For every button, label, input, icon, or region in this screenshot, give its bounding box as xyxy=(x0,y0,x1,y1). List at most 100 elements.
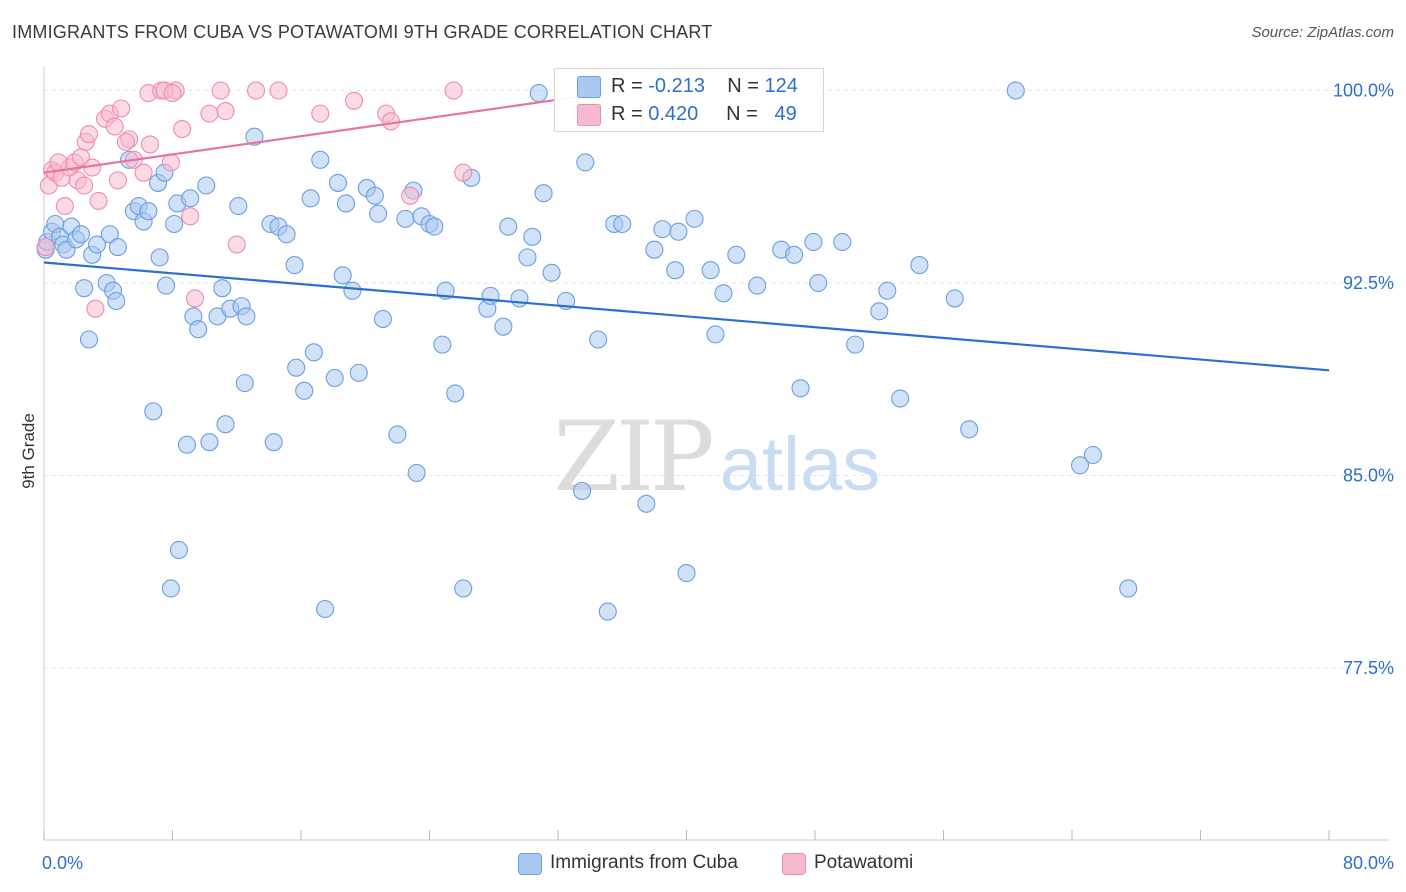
point-cuba xyxy=(804,232,823,252)
point-cuba xyxy=(169,540,188,560)
point-cuba xyxy=(1083,445,1102,465)
point-cuba xyxy=(573,481,592,500)
point-potawatomi xyxy=(55,196,74,216)
x-tick-label: 80.0% xyxy=(1343,853,1394,873)
point-potawatomi xyxy=(246,81,266,100)
point-cuba xyxy=(960,420,979,439)
point-potawatomi xyxy=(49,153,68,172)
point-cuba xyxy=(706,325,725,344)
point-cuba xyxy=(809,273,828,293)
point-cuba xyxy=(325,368,344,388)
point-cuba xyxy=(534,184,553,203)
watermark-atlas: atlas xyxy=(720,422,881,507)
point-cuba xyxy=(529,84,548,103)
point-cuba xyxy=(301,189,320,208)
point-cuba xyxy=(785,245,804,264)
point-potawatomi xyxy=(211,81,230,100)
point-cuba xyxy=(108,238,127,257)
point-cuba xyxy=(139,202,158,221)
point-potawatomi xyxy=(108,171,127,190)
point-potawatomi xyxy=(89,191,108,210)
point-potawatomi xyxy=(216,102,235,121)
point-cuba xyxy=(336,194,356,213)
point-cuba xyxy=(677,564,696,583)
series-immigrants-from-cuba xyxy=(36,81,1138,621)
point-cuba xyxy=(701,261,720,280)
point-cuba xyxy=(373,309,392,329)
point-potawatomi xyxy=(75,176,94,195)
point-cuba xyxy=(144,402,163,421)
point-cuba xyxy=(945,289,964,308)
point-cuba xyxy=(285,256,304,275)
legend-n-value: 124 xyxy=(764,75,798,97)
point-cuba xyxy=(333,266,352,285)
point-cuba xyxy=(669,222,688,241)
legend-r-label: R = xyxy=(611,103,649,125)
y-tick-label: 77.5% xyxy=(1343,658,1394,678)
point-cuba xyxy=(264,433,283,452)
point-potawatomi xyxy=(454,163,473,182)
point-cuba xyxy=(870,302,889,321)
point-cuba xyxy=(107,291,126,311)
legend-r-label: R = xyxy=(611,75,649,97)
legend-n-value: 49 xyxy=(774,103,797,125)
point-potawatomi xyxy=(79,125,99,144)
point-cuba xyxy=(197,176,216,195)
point-cuba xyxy=(523,227,542,246)
point-cuba xyxy=(666,261,685,280)
point-cuba xyxy=(100,225,119,244)
point-cuba xyxy=(833,232,852,252)
point-potawatomi xyxy=(105,117,124,136)
point-potawatomi xyxy=(112,99,131,118)
point-cuba xyxy=(481,286,500,305)
point-cuba xyxy=(235,374,254,393)
point-cuba xyxy=(589,330,608,349)
point-cuba xyxy=(1119,579,1138,598)
point-cuba xyxy=(791,379,810,398)
bottom-legend-label-potawatomi: Potawatomi xyxy=(814,852,914,873)
point-potawatomi xyxy=(140,135,160,154)
point-cuba xyxy=(518,248,537,267)
point-cuba xyxy=(79,330,99,349)
point-potawatomi xyxy=(185,289,205,308)
chart-title: IMMIGRANTS FROM CUBA VS POTAWATOMI 9TH G… xyxy=(12,22,713,42)
point-cuba xyxy=(891,389,910,408)
series-potawatomi xyxy=(36,81,473,318)
legend-r-value: -0.213 xyxy=(648,75,705,97)
point-cuba xyxy=(369,204,388,223)
point-cuba xyxy=(349,363,368,382)
point-potawatomi xyxy=(173,119,192,139)
point-cuba xyxy=(177,435,197,454)
point-cuba xyxy=(846,335,865,354)
point-cuba xyxy=(245,127,264,146)
point-potawatomi xyxy=(181,207,200,226)
point-cuba xyxy=(311,150,330,169)
legend-r-value: 0.420 xyxy=(648,103,699,125)
point-cuba xyxy=(237,307,256,326)
point-cuba xyxy=(613,214,632,234)
point-cuba xyxy=(499,217,518,236)
point-cuba xyxy=(542,263,561,282)
legend-n-label: N = xyxy=(727,75,765,97)
point-cuba xyxy=(295,381,314,400)
point-cuba xyxy=(200,433,219,452)
y-tick-label: 92.5% xyxy=(1343,273,1394,293)
point-potawatomi xyxy=(200,104,219,123)
point-potawatomi xyxy=(86,299,105,318)
point-potawatomi xyxy=(401,186,420,205)
point-cuba xyxy=(229,196,248,216)
y-tick-label: 100.0% xyxy=(1333,81,1394,101)
point-cuba xyxy=(71,225,90,244)
point-potawatomi xyxy=(163,84,182,103)
trend-lines xyxy=(43,89,1330,372)
point-cuba xyxy=(396,209,415,228)
legend-box: R = -0.213 N = 124 R = 0.420 N = 49 xyxy=(554,68,824,132)
point-cuba xyxy=(181,189,200,208)
point-cuba xyxy=(910,256,929,275)
x-tick-label: 0.0% xyxy=(42,853,83,873)
point-cuba xyxy=(304,343,323,362)
point-cuba xyxy=(157,276,176,295)
point-cuba xyxy=(598,602,617,621)
point-potawatomi xyxy=(227,235,246,254)
